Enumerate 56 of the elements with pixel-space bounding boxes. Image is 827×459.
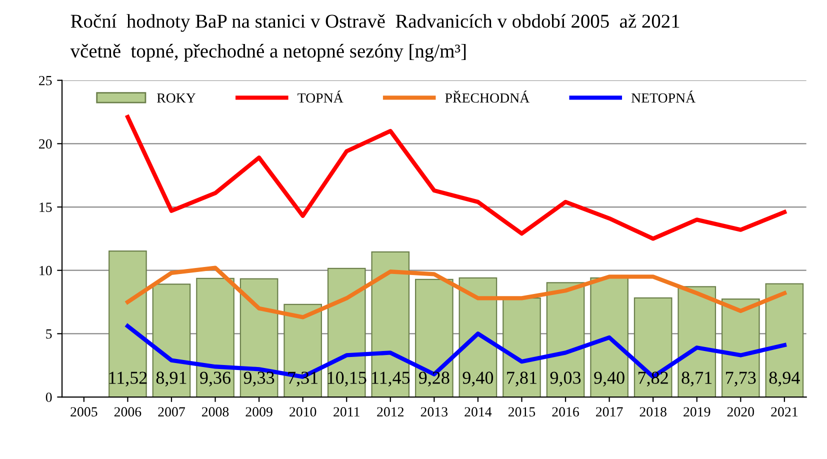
bar	[196, 278, 234, 398]
line-series	[126, 114, 787, 241]
x-tick-label: 2007	[158, 407, 185, 417]
bar	[502, 298, 541, 398]
x-tick-label: 2017	[596, 407, 623, 417]
legend-label: ROKY	[156, 93, 196, 103]
data-label: 8,94	[769, 372, 800, 386]
data-label: 9,33	[244, 372, 274, 386]
x-tick-label: 2015	[508, 407, 536, 417]
data-label: 11,45	[372, 372, 410, 386]
bar	[327, 268, 366, 398]
x-tick-label: 2018	[640, 407, 666, 417]
data-label: 9,40	[462, 372, 494, 386]
x-tick-label: 2011	[334, 407, 360, 417]
x-tick-label: 2005	[70, 407, 98, 417]
y-tick-label: 25	[39, 76, 52, 86]
x-tick-label: 2019	[684, 407, 710, 417]
x-tick-label: 2013	[420, 407, 448, 417]
data-label: 7,73	[726, 372, 756, 386]
bar	[371, 251, 410, 398]
data-label: 7,81	[507, 372, 536, 386]
data-label: 8,71	[682, 372, 712, 386]
y-tick-label: 5	[46, 329, 52, 339]
legend-label: PŘECHODNÁ	[445, 90, 530, 103]
x-tick-label: 2016	[552, 407, 579, 417]
chart-subtitle: včetně topné, přechodné a netopné sezóny [ng/m³]	[70, 44, 466, 62]
x-tick-label: 2008	[202, 407, 229, 417]
y-tick-label: 10	[40, 266, 52, 276]
chart-title: Roční hodnoty BaP na stanici v Ostravě Radvanicích v období 2005 až 2021	[70, 14, 680, 32]
data-label: 8,91	[156, 372, 186, 386]
x-tick-label: 2006	[114, 407, 142, 417]
x-tick-label: 2012	[377, 407, 404, 417]
data-label: 9,36	[200, 372, 231, 386]
bar	[634, 297, 672, 398]
legend-label: TOPNÁ	[298, 90, 344, 103]
legend-label: NETOPNÁ	[631, 90, 696, 103]
bar	[152, 284, 191, 398]
y-tick-label: 15	[40, 202, 52, 212]
data-label: 9,40	[594, 372, 624, 386]
y-tick-label: 0	[46, 392, 52, 402]
bar	[108, 250, 147, 398]
data-label: 9,03	[550, 372, 581, 386]
x-tick-label: 2010	[290, 407, 316, 417]
bar	[590, 277, 628, 398]
bar	[765, 283, 804, 398]
bar	[678, 286, 716, 398]
bar	[415, 278, 454, 398]
data-label: 11,52	[109, 372, 147, 386]
x-tick-label: 2021	[771, 407, 798, 417]
y-tick-label: 20	[39, 139, 52, 149]
x-tick-label: 2020	[727, 407, 754, 417]
x-tick-label: 2009	[246, 407, 272, 417]
x-tick-label: 2014	[464, 407, 492, 417]
line-series	[126, 266, 787, 320]
data-label: 9,28	[418, 372, 450, 386]
data-label: 7,82	[638, 372, 668, 386]
